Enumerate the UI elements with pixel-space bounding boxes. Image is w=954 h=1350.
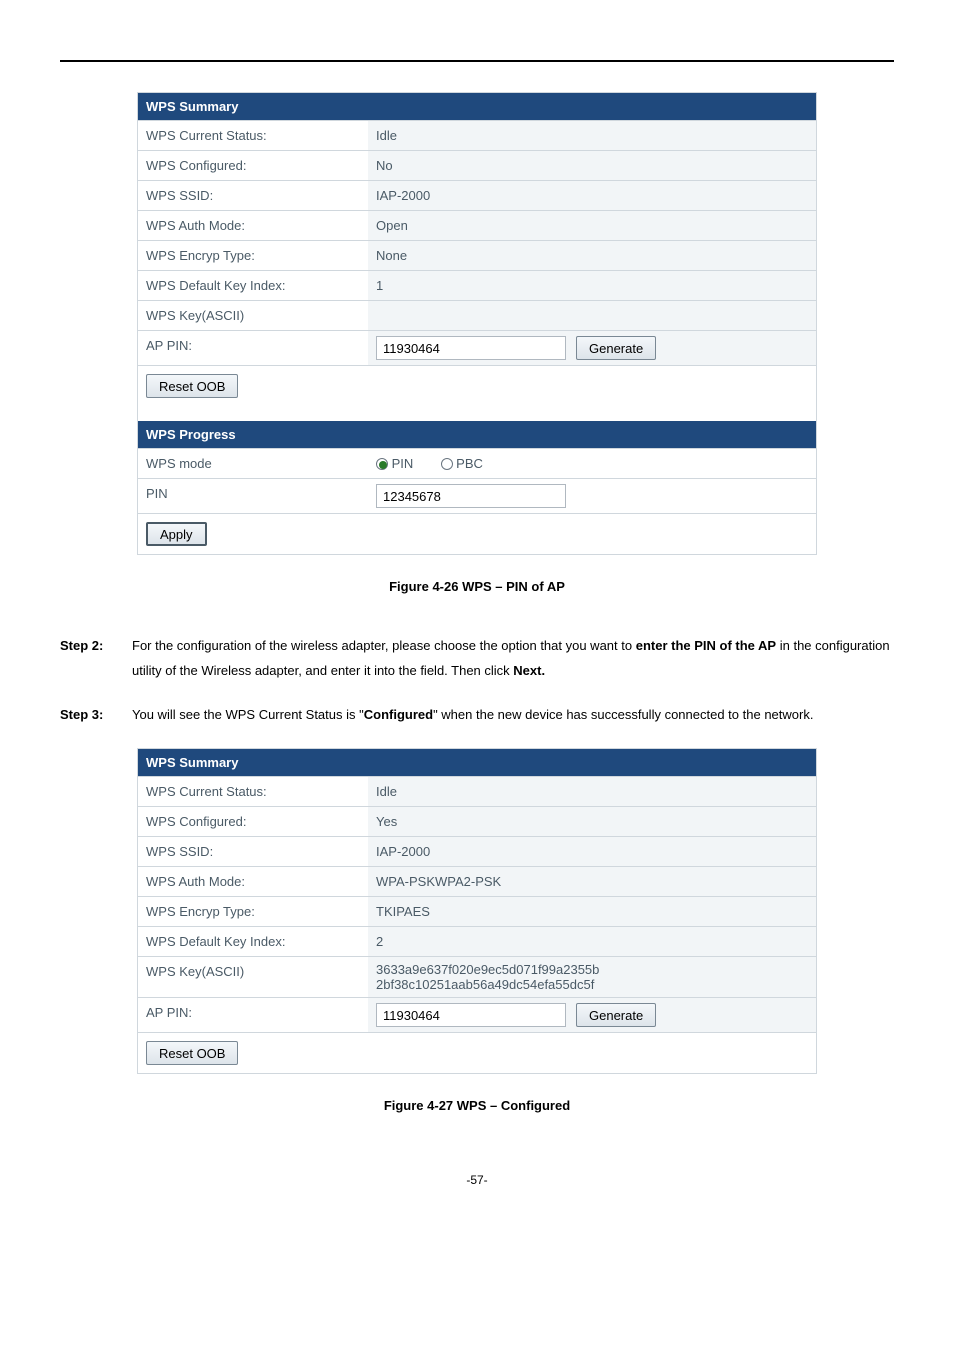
reset-oob-button-2[interactable]: Reset OOB — [146, 1041, 238, 1065]
value2-keyindex: 2 — [368, 927, 816, 956]
row2-encryp: WPS Encryp Type: TKIPAES — [138, 896, 816, 926]
row-status: WPS Current Status: Idle — [138, 120, 816, 150]
top-rule — [60, 60, 894, 62]
label2-keyascii: WPS Key(ASCII) — [138, 957, 368, 997]
label2-configured: WPS Configured: — [138, 807, 368, 836]
row-ssid: WPS SSID: IAP-2000 — [138, 180, 816, 210]
label2-encryp: WPS Encryp Type: — [138, 897, 368, 926]
value2-encryp: TKIPAES — [368, 897, 816, 926]
figure-caption-1: Figure 4-26 WPS – PIN of AP — [60, 579, 894, 594]
row2-status: WPS Current Status: Idle — [138, 776, 816, 806]
row-auth: WPS Auth Mode: Open — [138, 210, 816, 240]
wps-summary-panel-1: WPS Summary WPS Current Status: Idle WPS… — [137, 92, 817, 555]
label-wps-mode: WPS mode — [138, 449, 368, 478]
step-2-text: For the configuration of the wireless ad… — [132, 634, 894, 683]
step-2-b1: enter the PIN — [636, 638, 716, 653]
step-2: Step 2: For the configuration of the wir… — [60, 634, 894, 683]
radio-checked-icon — [376, 458, 388, 470]
row-wps-mode: WPS mode PIN PBC — [138, 448, 816, 478]
row2-ap-pin: AP PIN: Generate — [138, 997, 816, 1032]
pbc-radio-label: PBC — [456, 456, 483, 471]
label2-keyindex: WPS Default Key Index: — [138, 927, 368, 956]
row2-keyascii: WPS Key(ASCII) 3633a9e637f020e9ec5d071f9… — [138, 956, 816, 997]
row-keyascii: WPS Key(ASCII) — [138, 300, 816, 330]
wps-summary-header: WPS Summary — [138, 93, 816, 120]
label-keyascii: WPS Key(ASCII) — [138, 301, 368, 330]
step-3: Step 3: You will see the WPS Current Sta… — [60, 703, 894, 728]
reset-row-2: Reset OOB — [138, 1032, 816, 1073]
label-status: WPS Current Status: — [138, 121, 368, 150]
ap-pin-input-2[interactable] — [376, 1003, 566, 1027]
step-2-a: For the configuration of the wireless ad… — [132, 638, 636, 653]
value-pin — [368, 479, 816, 513]
ap-pin-input[interactable] — [376, 336, 566, 360]
value-configured: No — [368, 151, 816, 180]
value2-keyascii: 3633a9e637f020e9ec5d071f99a2355b 2bf38c1… — [368, 957, 816, 997]
apply-row: Apply — [138, 513, 816, 554]
label-pin: PIN — [138, 479, 368, 513]
row-encryp: WPS Encryp Type: None — [138, 240, 816, 270]
step-2-tag: Step 2: — [60, 634, 120, 683]
value2-ssid: IAP-2000 — [368, 837, 816, 866]
label2-auth: WPS Auth Mode: — [138, 867, 368, 896]
value2-ap-pin: Generate — [368, 998, 816, 1032]
row-ap-pin: AP PIN: Generate — [138, 330, 816, 365]
label-ap-pin: AP PIN: — [138, 331, 368, 365]
label2-ap-pin: AP PIN: — [138, 998, 368, 1032]
row2-configured: WPS Configured: Yes — [138, 806, 816, 836]
step-3-c: " when the new device has successfully c… — [433, 707, 813, 722]
generate-button[interactable]: Generate — [576, 336, 656, 360]
reset-row: Reset OOB — [138, 365, 816, 406]
pin-radio-label: PIN — [392, 456, 414, 471]
row2-ssid: WPS SSID: IAP-2000 — [138, 836, 816, 866]
wps-summary-header-2: WPS Summary — [138, 749, 816, 776]
value2-configured: Yes — [368, 807, 816, 836]
row-configured: WPS Configured: No — [138, 150, 816, 180]
label-auth: WPS Auth Mode: — [138, 211, 368, 240]
value-ap-pin: Generate — [368, 331, 816, 365]
value-status: Idle — [368, 121, 816, 150]
label2-ssid: WPS SSID: — [138, 837, 368, 866]
step-2-e: Next. — [513, 663, 545, 678]
apply-button[interactable]: Apply — [146, 522, 207, 546]
row2-auth: WPS Auth Mode: WPA-PSKWPA2-PSK — [138, 866, 816, 896]
value-keyascii — [368, 301, 816, 330]
reset-oob-button[interactable]: Reset OOB — [146, 374, 238, 398]
step-3-tag: Step 3: — [60, 703, 120, 728]
label-keyindex: WPS Default Key Index: — [138, 271, 368, 300]
value2-auth: WPA-PSKWPA2-PSK — [368, 867, 816, 896]
generate-button-2[interactable]: Generate — [576, 1003, 656, 1027]
value-wps-mode: PIN PBC — [368, 449, 816, 478]
pin-radio[interactable]: PIN — [376, 456, 413, 471]
value-encryp: None — [368, 241, 816, 270]
radio-unchecked-icon — [441, 458, 453, 470]
step-3-b: Configured — [364, 707, 433, 722]
value-ssid: IAP-2000 — [368, 181, 816, 210]
wps-progress-header: WPS Progress — [138, 421, 816, 448]
wps-summary-panel-2: WPS Summary WPS Current Status: Idle WPS… — [137, 748, 817, 1074]
value-auth: Open — [368, 211, 816, 240]
pbc-radio[interactable]: PBC — [441, 456, 483, 471]
row-pin: PIN — [138, 478, 816, 513]
row2-keyindex: WPS Default Key Index: 2 — [138, 926, 816, 956]
value2-status: Idle — [368, 777, 816, 806]
step-3-a: You will see the WPS Current Status is " — [132, 707, 364, 722]
page-number: -57- — [60, 1173, 894, 1187]
pin-input[interactable] — [376, 484, 566, 508]
label2-status: WPS Current Status: — [138, 777, 368, 806]
label-ssid: WPS SSID: — [138, 181, 368, 210]
label-configured: WPS Configured: — [138, 151, 368, 180]
step-3-text: You will see the WPS Current Status is "… — [132, 703, 813, 728]
label-encryp: WPS Encryp Type: — [138, 241, 368, 270]
row-keyindex: WPS Default Key Index: 1 — [138, 270, 816, 300]
value-keyindex: 1 — [368, 271, 816, 300]
figure-caption-2: Figure 4-27 WPS – Configured — [60, 1098, 894, 1113]
step-2-c: of the AP — [720, 638, 777, 653]
